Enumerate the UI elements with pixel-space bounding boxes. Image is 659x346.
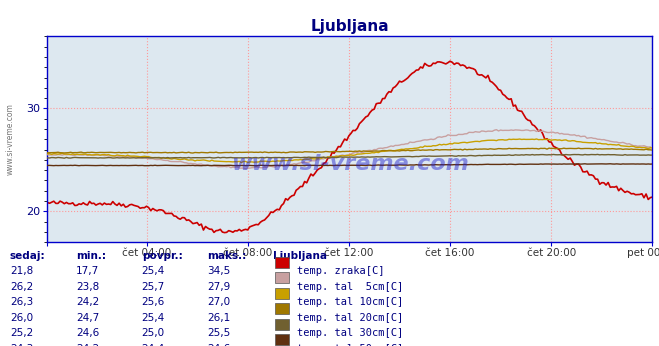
Text: 17,7: 17,7: [76, 266, 99, 276]
Text: temp. tal  5cm[C]: temp. tal 5cm[C]: [297, 282, 403, 292]
Text: 25,0: 25,0: [142, 328, 165, 338]
Text: temp. tal 10cm[C]: temp. tal 10cm[C]: [297, 297, 403, 307]
Text: 34,5: 34,5: [208, 266, 231, 276]
Text: temp. zraka[C]: temp. zraka[C]: [297, 266, 384, 276]
Text: 23,8: 23,8: [76, 282, 99, 292]
Text: temp. tal 20cm[C]: temp. tal 20cm[C]: [297, 313, 403, 323]
Bar: [275, 335, 289, 346]
Text: 24,6: 24,6: [208, 344, 231, 346]
Text: www.si-vreme.com: www.si-vreme.com: [5, 103, 14, 175]
Text: 25,2: 25,2: [10, 328, 33, 338]
Text: 24,6: 24,6: [76, 328, 99, 338]
Text: min.:: min.:: [76, 251, 106, 261]
Text: povpr.:: povpr.:: [142, 251, 183, 261]
Text: 25,4: 25,4: [142, 266, 165, 276]
Text: maks.:: maks.:: [208, 251, 247, 261]
Text: 27,9: 27,9: [208, 282, 231, 292]
Bar: [275, 257, 289, 268]
Text: 26,2: 26,2: [10, 282, 33, 292]
Text: 24,2: 24,2: [76, 297, 99, 307]
Text: sedaj:: sedaj:: [10, 251, 45, 261]
Text: 27,0: 27,0: [208, 297, 231, 307]
Bar: [275, 319, 289, 330]
Text: 26,3: 26,3: [10, 297, 33, 307]
Text: 25,5: 25,5: [208, 328, 231, 338]
Text: 24,3: 24,3: [10, 344, 33, 346]
Bar: [275, 303, 289, 315]
Text: 25,4: 25,4: [142, 313, 165, 323]
Text: temp. tal 50cm[C]: temp. tal 50cm[C]: [297, 344, 403, 346]
Bar: [275, 272, 289, 283]
Text: 24,4: 24,4: [142, 344, 165, 346]
Text: 25,7: 25,7: [142, 282, 165, 292]
Title: Ljubljana: Ljubljana: [310, 19, 389, 34]
Text: 26,1: 26,1: [208, 313, 231, 323]
Text: Ljubljana: Ljubljana: [273, 251, 328, 261]
Text: 25,6: 25,6: [142, 297, 165, 307]
Text: 24,2: 24,2: [76, 344, 99, 346]
Bar: [275, 288, 289, 299]
Text: 26,0: 26,0: [10, 313, 33, 323]
Text: www.si-vreme.com: www.si-vreme.com: [231, 154, 469, 174]
Text: 24,7: 24,7: [76, 313, 99, 323]
Text: temp. tal 30cm[C]: temp. tal 30cm[C]: [297, 328, 403, 338]
Text: 21,8: 21,8: [10, 266, 33, 276]
